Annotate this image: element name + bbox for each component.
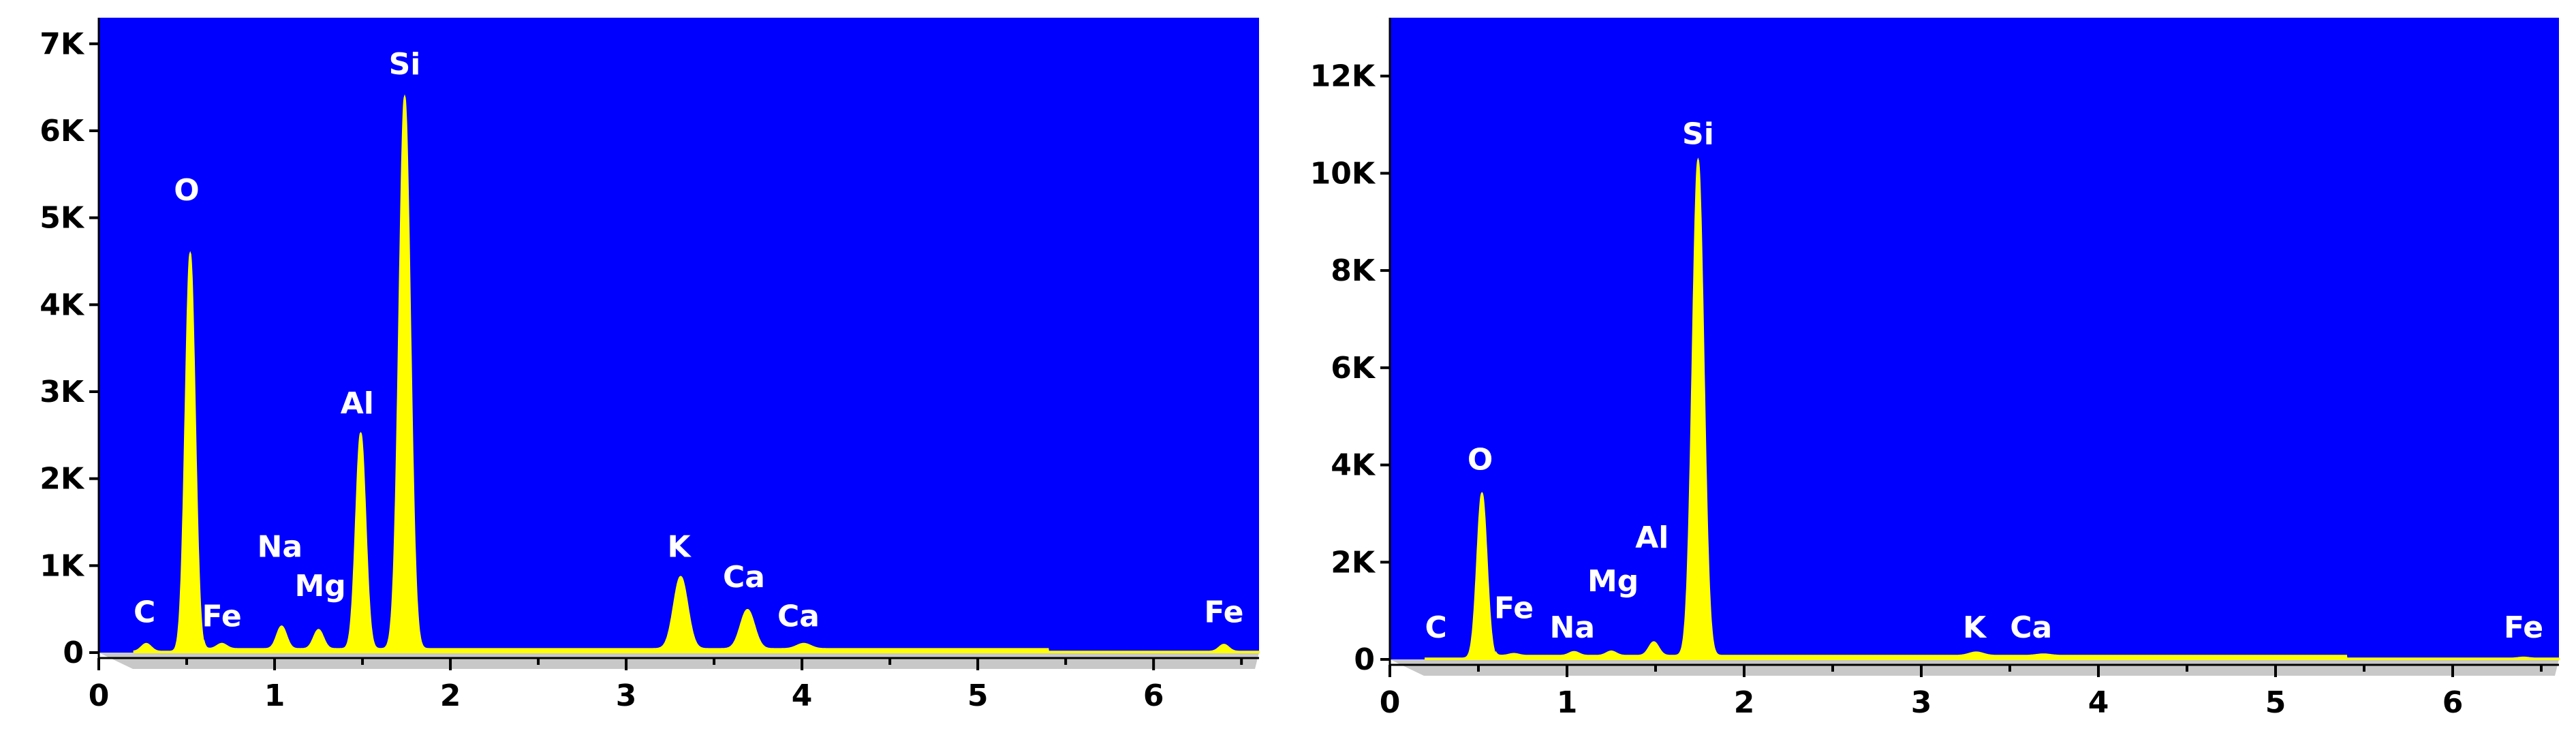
peak-label: Fe [1204, 595, 1243, 629]
eds-spectrum-chart-left: C O Fe Na Mg Al Si K Ca Ca Fe 0 1K 2K 3K 4K 5K 6K 7K 0 1 2 3 4 5… [40, 18, 1260, 713]
peak-label: Ca [723, 560, 765, 595]
y-tick-label: 0 [63, 636, 84, 670]
y-tick-label: 0 [1354, 642, 1375, 677]
plot-area-background [99, 18, 1259, 653]
peak-label: O [1468, 443, 1493, 478]
x-tick-label: 1 [264, 678, 285, 713]
y-tick-label: 8K [1331, 253, 1376, 288]
peak-label: Al [1635, 520, 1669, 555]
y-tick-label: 3K [40, 375, 85, 409]
x-tick-label: 6 [1143, 678, 1164, 713]
peak-label: O [174, 173, 199, 208]
peak-label: K [667, 530, 692, 565]
x-tick-label: 6 [2442, 685, 2464, 720]
y-tick-label: 4K [1331, 448, 1376, 483]
peak-label: Fe [2504, 610, 2543, 645]
plot-area-background [1390, 18, 2559, 659]
x-tick-label: 4 [792, 678, 813, 713]
eds-spectrum-chart-right: C O Fe Na Mg Al Si K Ca Fe 0 2K 4K 6K 8K 10K 12K 0 1 2 3 4 5 6 [1310, 18, 2560, 720]
x-tick-label: 5 [967, 678, 989, 713]
peak-label: Si [1682, 117, 1714, 152]
peak-label: C [134, 595, 155, 629]
x-tick-label: 0 [89, 678, 110, 713]
x-tick-label: 3 [616, 678, 637, 713]
plot-floor-shadow [99, 653, 1259, 669]
peak-label: Mg [1587, 564, 1639, 599]
peak-label: C [1425, 610, 1446, 645]
y-tick-label: 6K [1331, 351, 1376, 386]
peak-label: Na [1550, 610, 1596, 645]
spectrum-area [1425, 157, 2560, 660]
plot-floor-shadow [1390, 659, 2559, 676]
peak-label: Fe [1494, 591, 1534, 625]
y-tick-label: 12K [1310, 59, 1376, 94]
x-tick-label: 5 [2265, 685, 2286, 720]
y-tick-label: 1K [40, 548, 85, 583]
peak-label: Ca [2010, 610, 2052, 645]
y-tick-label: 10K [1310, 156, 1376, 191]
y-tick-label: 2K [40, 462, 85, 497]
y-tick-label: 5K [40, 201, 85, 236]
peak-label: Ca [777, 599, 820, 634]
peak-label: Mg [294, 569, 345, 604]
y-tick-label: 6K [40, 114, 85, 149]
x-tick-label: 3 [1911, 685, 1932, 720]
peak-label: Al [341, 386, 374, 421]
x-tick-label: 4 [2088, 685, 2109, 720]
spectrum-area [133, 94, 1260, 653]
peak-label: Si [389, 47, 421, 82]
y-tick-label: 4K [40, 287, 85, 322]
y-tick-label: 7K [40, 27, 85, 61]
x-tick-label: 0 [1380, 685, 1401, 720]
x-tick-label: 2 [440, 678, 461, 713]
x-tick-label: 1 [1557, 685, 1578, 720]
peak-label: Fe [202, 599, 242, 634]
y-tick-label: 2K [1331, 545, 1376, 580]
x-tick-label: 2 [1734, 685, 1755, 720]
peak-label: Na [258, 530, 303, 565]
peak-label: K [1963, 610, 1987, 645]
